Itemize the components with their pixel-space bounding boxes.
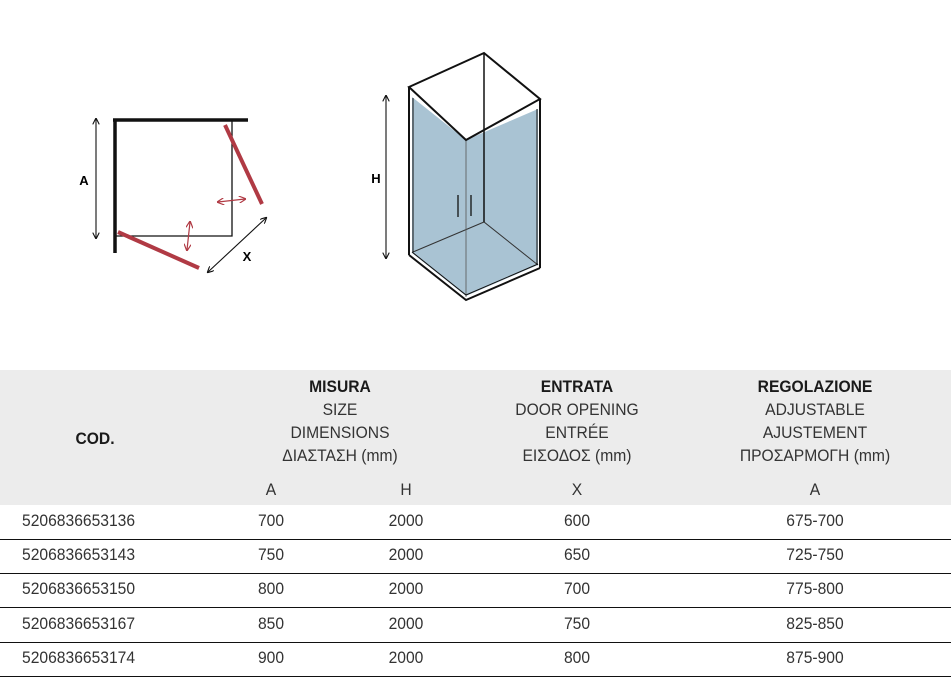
cell-a: 900 (257, 648, 285, 667)
elevation-3d-diagram: H (371, 51, 542, 302)
cell-code: 5206836653136 (22, 511, 136, 530)
cell-x: 750 (563, 614, 591, 633)
header-adjust-fr: AJUSTEMENT (762, 423, 868, 442)
label-h: H (371, 171, 380, 186)
cell-a: 850 (257, 614, 285, 633)
dimension-x-arrow (208, 218, 266, 272)
header-opening-en: DOOR OPENING (515, 400, 639, 419)
table-header (0, 370, 951, 505)
header-opening-fr: ENTRÉE (545, 423, 609, 442)
table-row: 5206836653167 850 2000 750 825-850 (0, 608, 951, 643)
cell-adjust: 725-750 (786, 545, 844, 564)
header-opening-it: ENTRATA (540, 377, 614, 396)
cell-h: 2000 (388, 545, 424, 564)
table-row: 5206836653174 900 2000 800 875-900 (0, 642, 951, 677)
cell-a: 700 (257, 511, 285, 530)
subheader-adj-a: A (809, 480, 821, 499)
header-size-gr: ΔΙΑΣΤΑΣΗ (mm) (282, 446, 398, 465)
cell-code: 5206836653143 (22, 545, 136, 564)
header-size-it: MISURA (309, 377, 371, 396)
cell-code: 5206836653174 (22, 648, 136, 667)
header-size-fr: DIMENSIONS (290, 423, 390, 442)
cell-adjust: 775-800 (786, 579, 844, 598)
door-panel-left (117, 230, 200, 270)
cell-h: 2000 (388, 579, 424, 598)
cell-a: 750 (257, 545, 285, 564)
plan-view-diagram: A X (79, 119, 266, 272)
header-adjust-gr: ΠΡΟΣΑΡΜΟΓΗ (mm) (739, 446, 891, 465)
cell-adjust: 875-900 (786, 648, 844, 667)
header-opening-gr: ΕΙΣΟΔΟΣ (mm) (522, 446, 632, 465)
cell-x: 600 (563, 511, 591, 530)
subheader-h: H (400, 480, 412, 499)
cell-x: 650 (563, 545, 591, 564)
header-adjust-en: ADJUSTABLE (765, 400, 865, 419)
cell-x: 700 (563, 579, 591, 598)
subheader-a: A (265, 480, 277, 499)
table-row: 5206836653150 800 2000 700 775-800 (0, 573, 951, 608)
cell-code: 5206836653150 (22, 579, 136, 598)
cell-adjust: 825-850 (786, 614, 844, 633)
header-size-en: SIZE (322, 400, 358, 419)
cell-adjust: 675-700 (786, 511, 844, 530)
label-x: X (243, 249, 252, 264)
cell-x: 800 (563, 648, 591, 667)
cell-code: 5206836653167 (22, 614, 136, 633)
header-code: COD. (75, 429, 115, 448)
label-a: A (79, 173, 89, 188)
cell-h: 2000 (388, 614, 424, 633)
header-adjust-it: REGOLAZIONE (757, 377, 873, 396)
product-diagrams: A X H (79, 51, 542, 302)
cell-h: 2000 (388, 511, 424, 530)
door-panel-right (223, 124, 264, 205)
table-row: 5206836653136 700 2000 600 675-700 (0, 505, 951, 540)
subheader-x: X (571, 480, 583, 499)
table-row: 5206836653143 750 2000 650 725-750 (0, 539, 951, 574)
cell-a: 800 (257, 579, 285, 598)
cell-h: 2000 (388, 648, 424, 667)
